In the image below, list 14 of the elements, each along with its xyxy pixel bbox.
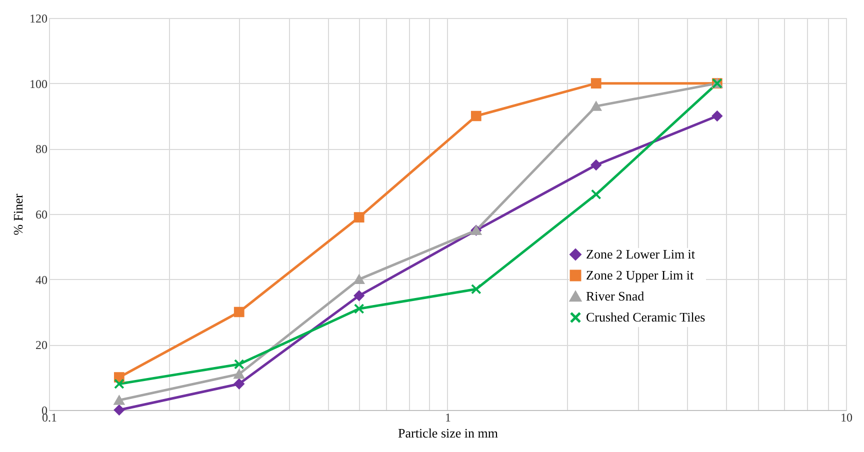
x-tick-label: 10	[840, 410, 852, 424]
y-tick-label: 80	[36, 142, 48, 156]
y-tick-label: 100	[30, 76, 48, 91]
y-tick-label: 40	[36, 272, 48, 287]
y-axis-title: % Finer	[10, 193, 26, 236]
y-tick-label: 60	[36, 208, 48, 222]
legend-label: River Snad	[586, 288, 645, 304]
legend-label: Zone 2 Upper Lim it	[586, 268, 694, 282]
y-tick-label: 120	[30, 12, 48, 26]
x-axis-title: Particle size in mm	[398, 426, 498, 440]
legend-label: Crushed Ceramic Tiles	[586, 310, 706, 324]
legend-label: Zone 2 Lower Lim it	[586, 246, 696, 262]
x-tick-label: 1	[445, 410, 451, 424]
y-tick-label: 20	[36, 338, 48, 352]
